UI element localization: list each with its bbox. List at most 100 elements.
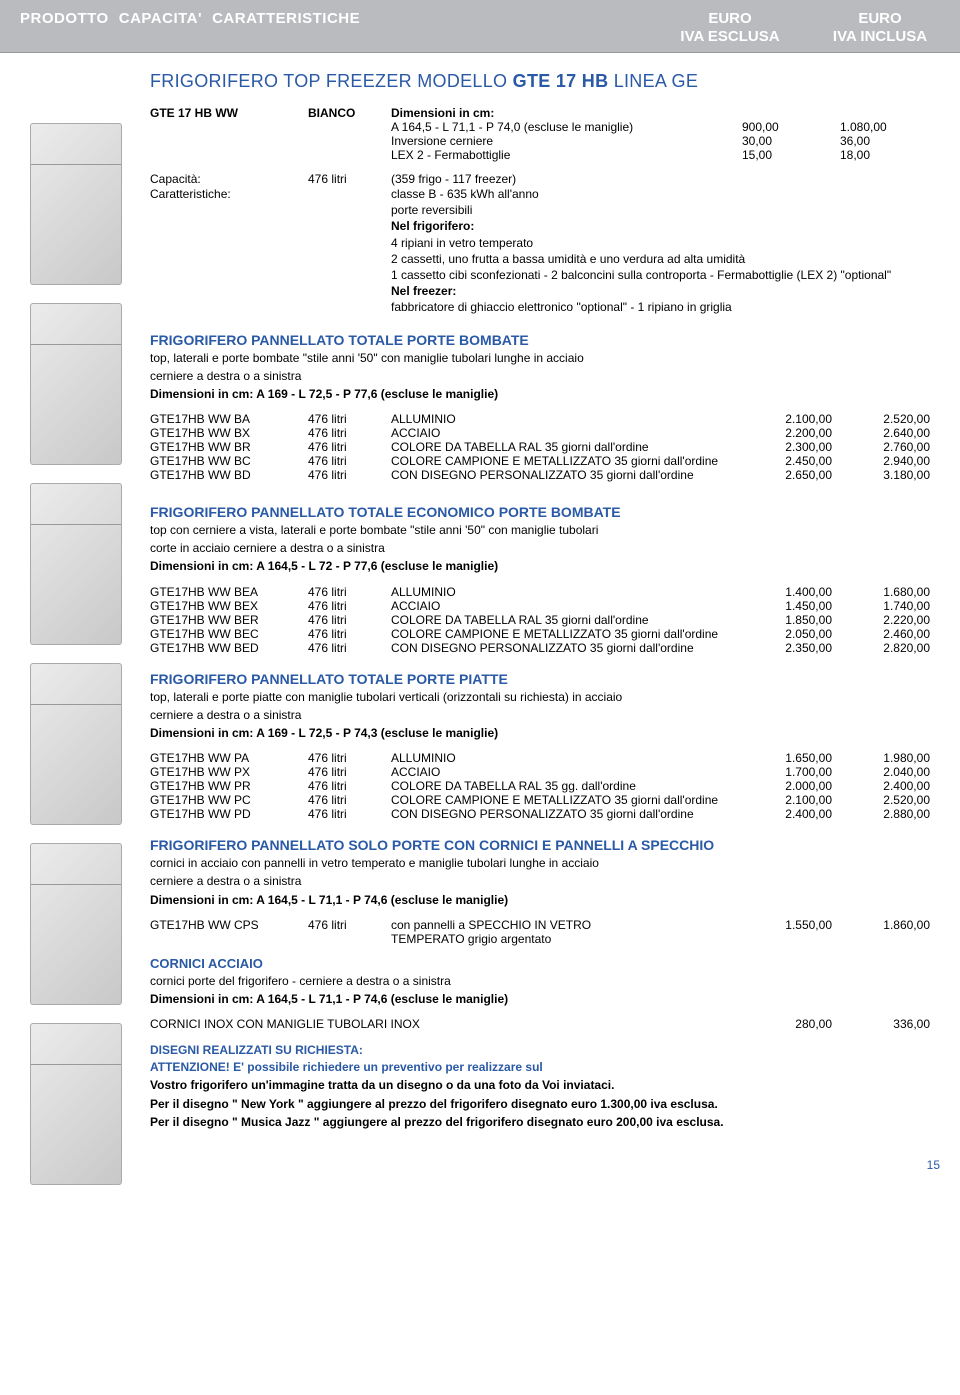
price-ex: 1.400,00 bbox=[742, 585, 832, 599]
price-row: GTE17HB WW PA476 litriALLUMINIO1.650,001… bbox=[150, 751, 930, 765]
spec-line: 1 cassetto cibi sconfezionati - 2 balcon… bbox=[391, 267, 930, 283]
head-section: GTE 17 HB WW BIANCO Dimensioni in cm: A … bbox=[150, 106, 930, 162]
spec-line: porte reversibili bbox=[391, 202, 930, 218]
price-ex: 1.450,00 bbox=[742, 599, 832, 613]
spec-line: fabbricatore di ghiaccio elettronico "op… bbox=[391, 299, 930, 315]
capacity: 476 litri bbox=[308, 599, 383, 613]
model-code: GTE17HB WW CPS bbox=[150, 918, 300, 932]
attenzione: ATTENZIONE! E' possibile richiedere un p… bbox=[150, 1060, 543, 1074]
hdr-col2: CAPACITA' bbox=[119, 10, 202, 27]
model-code: GTE17HB WW PD bbox=[150, 807, 300, 821]
capacity: 476 litri bbox=[308, 412, 383, 426]
price-in: 2.520,00 bbox=[840, 412, 930, 426]
section-dim: Dimensioni in cm: A 164,5 - L 72 - P 77,… bbox=[150, 558, 930, 574]
p3a: 15,00 bbox=[742, 148, 832, 162]
cornici-section: CORNICI ACCIAIO cornici porte del frigor… bbox=[150, 956, 930, 1031]
price-row: GTE17HB WW CPS476 litricon pannelli a SP… bbox=[150, 918, 930, 932]
price-ex: 2.100,00 bbox=[742, 793, 832, 807]
spec-line: classe B - 635 kWh all'anno bbox=[391, 186, 930, 202]
section-desc: cerniere a destra o a sinistra bbox=[150, 707, 930, 723]
price-row: GTE17HB WW BA476 litriALLUMINIO2.100,002… bbox=[150, 412, 930, 426]
section-desc: cerniere a destra o a sinistra bbox=[150, 368, 930, 384]
model-code: GTE17HB WW BC bbox=[150, 454, 300, 468]
section-desc: cornici in acciaio con pannelli in vetro… bbox=[150, 855, 930, 871]
capacity: 476 litri bbox=[308, 426, 383, 440]
price-ex: 2.650,00 bbox=[742, 468, 832, 482]
capacity: 476 litri bbox=[308, 613, 383, 627]
page-number: 15 bbox=[0, 1150, 960, 1184]
price-row: GTE17HB WW BER476 litriCOLORE DA TABELLA… bbox=[150, 613, 930, 627]
car-row: Caratteristiche: classe B - 635 kWh all'… bbox=[150, 186, 930, 316]
p2a: 30,00 bbox=[742, 134, 832, 148]
p2b: 36,00 bbox=[840, 134, 930, 148]
p1b: 1.080,00 bbox=[840, 120, 930, 134]
head-row-1: GTE 17 HB WW BIANCO Dimensioni in cm: bbox=[150, 106, 930, 120]
cap-desc: (359 frigo - 117 freezer) bbox=[391, 172, 734, 186]
description: CON DISEGNO PERSONALIZZATO 35 giorni dal… bbox=[391, 807, 734, 821]
description: COLORE CAMPIONE E METALLIZZATO 35 giorni… bbox=[391, 793, 734, 807]
price-row-extra: TEMPERATO grigio argentato bbox=[150, 932, 930, 946]
head-color: BIANCO bbox=[308, 106, 383, 120]
cornici-row: CORNICI INOX CON MANIGLIE TUBOLARI INOX … bbox=[150, 1017, 930, 1031]
capacity-row: Capacità: 476 litri (359 frigo - 117 fre… bbox=[150, 172, 930, 186]
price-row: GTE17HB WW PC476 litriCOLORE CAMPIONE E … bbox=[150, 793, 930, 807]
section-desc: cerniere a destra o a sinistra bbox=[150, 873, 930, 889]
price-ex: 2.450,00 bbox=[742, 454, 832, 468]
section-desc: corte in acciaio cerniere a destra o a s… bbox=[150, 540, 930, 556]
description: CON DISEGNO PERSONALIZZATO 35 giorni dal… bbox=[391, 641, 734, 655]
hdr-euro-in: EURO IVA INCLUSA bbox=[820, 10, 940, 46]
model-code: GTE17HB WW BR bbox=[150, 440, 300, 454]
price-in: 2.940,00 bbox=[840, 454, 930, 468]
capacity: 476 litri bbox=[308, 454, 383, 468]
price-in: 2.880,00 bbox=[840, 807, 930, 821]
description: ALLUMINIO bbox=[391, 585, 734, 599]
page-title: FRIGORIFERO TOP FREEZER MODELLO GTE 17 H… bbox=[150, 71, 930, 92]
model-code: GTE17HB WW BD bbox=[150, 468, 300, 482]
price-ex: 2.300,00 bbox=[742, 440, 832, 454]
description: ACCIAIO bbox=[391, 426, 734, 440]
model-code: GTE17HB WW PX bbox=[150, 765, 300, 779]
price-in: 2.460,00 bbox=[840, 627, 930, 641]
capacity: 476 litri bbox=[308, 765, 383, 779]
hdr-col1: PRODOTTO bbox=[20, 10, 109, 27]
capacity: 476 litri bbox=[308, 468, 383, 482]
cap-val: 476 litri bbox=[308, 172, 383, 186]
header-right: EURO IVA ESCLUSA EURO IVA INCLUSA bbox=[670, 10, 940, 46]
price-row: GTE17HB WW BEA476 litriALLUMINIO1.400,00… bbox=[150, 585, 930, 599]
price-in: 2.640,00 bbox=[840, 426, 930, 440]
cornici-dim: Dimensioni in cm: A 164,5 - L 71,1 - P 7… bbox=[150, 991, 930, 1007]
footer-b3: Per il disegno " Musica Jazz " aggiunger… bbox=[150, 1114, 930, 1130]
product-section: FRIGORIFERO PANNELLATO TOTALE PORTE PIAT… bbox=[150, 671, 930, 822]
fridge-image-5 bbox=[30, 843, 122, 1005]
hdr-col3: CARATTERISTICHE bbox=[212, 10, 360, 27]
model-code: GTE17HB WW BED bbox=[150, 641, 300, 655]
fridge-image-1 bbox=[30, 123, 122, 285]
model-code: GTE17HB WW BA bbox=[150, 412, 300, 426]
description: COLORE DA TABELLA RAL 35 gg. dall'ordine bbox=[391, 779, 734, 793]
section-title: FRIGORIFERO PANNELLATO SOLO PORTE CON CO… bbox=[150, 837, 930, 853]
spec-line: 2 cassetti, uno frutta a bassa umidità e… bbox=[391, 251, 930, 267]
section-desc: top, laterali e porte piatte con manigli… bbox=[150, 689, 930, 705]
cornici-pb: 336,00 bbox=[840, 1017, 930, 1031]
header-left: PRODOTTO CAPACITA' CARATTERISTICHE bbox=[20, 10, 360, 27]
capacity: 476 litri bbox=[308, 793, 383, 807]
price-ex: 1.650,00 bbox=[742, 751, 832, 765]
model-code: GTE17HB WW BEX bbox=[150, 599, 300, 613]
spec-line: Nel freezer: bbox=[391, 283, 930, 299]
section-desc: top con cerniere a vista, laterali e por… bbox=[150, 522, 930, 538]
spec-line: Nel frigorifero: bbox=[391, 218, 930, 234]
capacity: 476 litri bbox=[308, 585, 383, 599]
price-in: 2.400,00 bbox=[840, 779, 930, 793]
spec-section: Capacità: 476 litri (359 frigo - 117 fre… bbox=[150, 172, 930, 316]
cap-lbl: Capacità: bbox=[150, 172, 300, 186]
description: COLORE CAMPIONE E METALLIZZATO 35 giorni… bbox=[391, 627, 734, 641]
section-title: FRIGORIFERO PANNELLATO TOTALE PORTE PIAT… bbox=[150, 671, 930, 687]
price-in: 2.760,00 bbox=[840, 440, 930, 454]
price-in: 1.860,00 bbox=[840, 918, 930, 932]
capacity: 476 litri bbox=[308, 779, 383, 793]
price-in: 2.820,00 bbox=[840, 641, 930, 655]
product-section: FRIGORIFERO PANNELLATO TOTALE ECONOMICO … bbox=[150, 504, 930, 655]
price-row: GTE17HB WW PD476 litriCON DISEGNO PERSON… bbox=[150, 807, 930, 821]
description: ALLUMINIO bbox=[391, 412, 734, 426]
price-ex: 2.000,00 bbox=[742, 779, 832, 793]
